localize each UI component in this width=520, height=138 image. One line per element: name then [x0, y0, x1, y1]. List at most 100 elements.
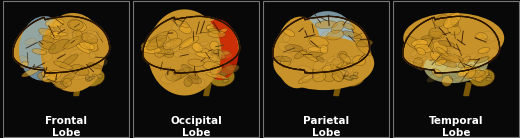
Text: Occipital
Lobe: Occipital Lobe: [171, 116, 222, 138]
Ellipse shape: [338, 69, 349, 76]
Ellipse shape: [58, 50, 66, 56]
Text: Temporal
Lobe: Temporal Lobe: [429, 116, 484, 138]
Ellipse shape: [409, 60, 422, 71]
Ellipse shape: [444, 13, 461, 28]
Ellipse shape: [163, 42, 171, 50]
Ellipse shape: [417, 48, 425, 55]
Ellipse shape: [157, 66, 173, 72]
Ellipse shape: [328, 56, 342, 65]
Ellipse shape: [458, 67, 469, 77]
Ellipse shape: [434, 15, 448, 27]
Ellipse shape: [313, 74, 320, 78]
Ellipse shape: [340, 68, 365, 87]
Ellipse shape: [331, 57, 344, 70]
Ellipse shape: [165, 70, 181, 81]
Ellipse shape: [482, 72, 489, 76]
Polygon shape: [143, 16, 240, 73]
Ellipse shape: [81, 33, 98, 44]
Ellipse shape: [424, 47, 488, 83]
Ellipse shape: [412, 40, 428, 47]
Ellipse shape: [160, 74, 177, 83]
Ellipse shape: [53, 21, 61, 30]
Ellipse shape: [462, 53, 477, 62]
Ellipse shape: [340, 54, 350, 64]
Ellipse shape: [335, 63, 354, 74]
Ellipse shape: [406, 36, 421, 49]
Ellipse shape: [187, 75, 202, 84]
Ellipse shape: [431, 56, 444, 62]
Ellipse shape: [39, 29, 51, 36]
Ellipse shape: [323, 62, 333, 71]
Ellipse shape: [196, 52, 213, 58]
Ellipse shape: [332, 75, 341, 82]
Ellipse shape: [478, 74, 487, 77]
Ellipse shape: [342, 23, 355, 30]
Ellipse shape: [342, 31, 362, 39]
Ellipse shape: [49, 39, 69, 54]
Ellipse shape: [192, 43, 203, 52]
Ellipse shape: [486, 37, 499, 43]
Ellipse shape: [447, 48, 462, 57]
Ellipse shape: [449, 58, 460, 67]
Ellipse shape: [303, 11, 354, 54]
Ellipse shape: [80, 68, 105, 87]
Ellipse shape: [85, 76, 90, 79]
Ellipse shape: [223, 62, 234, 71]
Ellipse shape: [69, 69, 80, 78]
Ellipse shape: [284, 29, 295, 37]
Ellipse shape: [309, 36, 328, 47]
Ellipse shape: [43, 52, 53, 62]
Ellipse shape: [42, 71, 61, 82]
Ellipse shape: [306, 44, 320, 53]
Ellipse shape: [19, 56, 29, 63]
Ellipse shape: [210, 54, 217, 62]
Ellipse shape: [332, 71, 343, 82]
Ellipse shape: [331, 21, 344, 33]
Ellipse shape: [38, 28, 60, 39]
Ellipse shape: [433, 41, 447, 54]
Ellipse shape: [80, 42, 95, 50]
Ellipse shape: [484, 73, 489, 75]
Ellipse shape: [179, 24, 191, 34]
Ellipse shape: [448, 51, 454, 56]
Ellipse shape: [415, 39, 433, 51]
Ellipse shape: [210, 68, 235, 87]
Ellipse shape: [188, 47, 194, 54]
Ellipse shape: [148, 9, 222, 95]
Ellipse shape: [486, 78, 492, 81]
Ellipse shape: [447, 63, 456, 69]
Ellipse shape: [147, 35, 166, 50]
Ellipse shape: [336, 70, 349, 79]
Ellipse shape: [25, 38, 36, 45]
Ellipse shape: [313, 59, 327, 70]
Ellipse shape: [448, 24, 460, 35]
Ellipse shape: [203, 62, 222, 71]
Ellipse shape: [340, 54, 351, 63]
Ellipse shape: [298, 75, 314, 83]
Ellipse shape: [171, 17, 189, 27]
Ellipse shape: [341, 56, 356, 63]
Ellipse shape: [223, 79, 229, 83]
Ellipse shape: [89, 52, 96, 59]
Ellipse shape: [69, 20, 86, 32]
Ellipse shape: [87, 77, 93, 81]
Ellipse shape: [167, 46, 179, 53]
Ellipse shape: [414, 44, 433, 52]
Ellipse shape: [478, 47, 490, 53]
Ellipse shape: [428, 32, 445, 39]
Ellipse shape: [427, 73, 441, 82]
Ellipse shape: [435, 59, 447, 65]
Ellipse shape: [41, 70, 50, 77]
Ellipse shape: [474, 57, 489, 63]
Ellipse shape: [333, 55, 341, 60]
Polygon shape: [204, 83, 211, 95]
Ellipse shape: [211, 67, 220, 76]
Ellipse shape: [219, 65, 239, 75]
Ellipse shape: [460, 54, 470, 60]
Text: Frontal
Lobe: Frontal Lobe: [45, 116, 87, 138]
Ellipse shape: [441, 53, 463, 62]
Ellipse shape: [219, 51, 230, 55]
Ellipse shape: [465, 70, 486, 78]
Ellipse shape: [68, 19, 83, 30]
Ellipse shape: [341, 67, 347, 73]
